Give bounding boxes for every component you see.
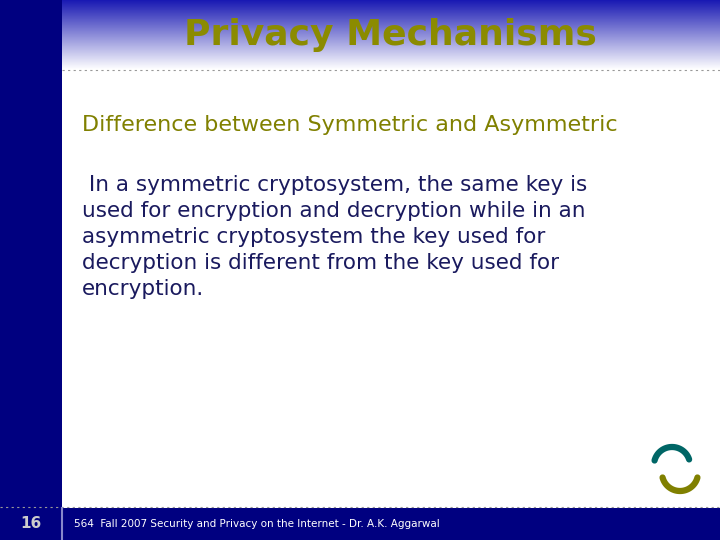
Bar — [62, 63, 720, 64]
Bar — [62, 40, 720, 41]
Bar — [62, 62, 720, 63]
Text: decryption is different from the key used for: decryption is different from the key use… — [82, 253, 559, 273]
Bar — [62, 68, 720, 69]
Bar — [62, 10, 720, 11]
Bar — [62, 56, 720, 57]
Bar — [62, 47, 720, 48]
Bar — [62, 4, 720, 5]
Bar — [62, 16, 720, 17]
Bar — [62, 18, 720, 19]
Bar — [62, 39, 720, 40]
Text: used for encryption and decryption while in an: used for encryption and decryption while… — [82, 201, 585, 221]
Bar — [0, 0, 62, 70]
Bar — [62, 6, 720, 7]
Bar — [62, 66, 720, 67]
Bar — [62, 51, 720, 52]
Bar — [62, 61, 720, 62]
Bar — [62, 5, 720, 6]
Bar — [62, 33, 720, 34]
Bar — [62, 59, 720, 60]
Bar — [62, 42, 720, 43]
Bar — [62, 7, 720, 8]
Bar — [62, 17, 720, 18]
Bar — [62, 35, 720, 36]
Bar — [62, 57, 720, 58]
Bar — [62, 15, 720, 16]
Text: asymmetric cryptosystem the key used for: asymmetric cryptosystem the key used for — [82, 227, 545, 247]
Bar — [62, 50, 720, 51]
Text: Privacy Mechanisms: Privacy Mechanisms — [184, 18, 596, 52]
Bar — [62, 19, 720, 20]
Bar — [62, 29, 720, 30]
Bar — [62, 67, 720, 68]
Text: 564  Fall 2007 Security and Privacy on the Internet - Dr. A.K. Aggarwal: 564 Fall 2007 Security and Privacy on th… — [74, 519, 440, 529]
Bar — [62, 58, 720, 59]
Bar — [62, 64, 720, 65]
Bar — [62, 31, 720, 32]
Bar — [62, 38, 720, 39]
Bar — [62, 46, 720, 47]
Bar — [62, 41, 720, 42]
Bar — [62, 36, 720, 37]
Bar — [62, 24, 720, 25]
Bar — [0, 508, 720, 540]
Bar — [62, 30, 720, 31]
Bar — [62, 8, 720, 9]
Bar — [62, 49, 720, 50]
Bar — [62, 21, 720, 22]
Bar — [62, 60, 720, 61]
Bar — [62, 26, 720, 27]
Bar — [62, 69, 720, 70]
Text: 16: 16 — [20, 516, 42, 531]
Bar — [62, 43, 720, 44]
Text: Difference between Symmetric and Asymmetric: Difference between Symmetric and Asymmet… — [82, 115, 618, 135]
Bar — [0, 0, 62, 540]
Bar — [62, 32, 720, 33]
Bar — [62, 0, 720, 1]
Bar — [62, 9, 720, 10]
Bar — [62, 52, 720, 53]
Bar — [62, 25, 720, 26]
Bar — [62, 23, 720, 24]
Bar — [62, 55, 720, 56]
Bar — [62, 27, 720, 28]
Text: encryption.: encryption. — [82, 279, 204, 299]
Bar — [62, 13, 720, 14]
Bar — [62, 1, 720, 2]
Bar — [62, 53, 720, 54]
Bar — [62, 65, 720, 66]
Bar — [62, 34, 720, 35]
Bar — [62, 54, 720, 55]
Bar — [62, 12, 720, 13]
Bar — [62, 20, 720, 21]
Bar — [62, 37, 720, 38]
Text: In a symmetric cryptosystem, the same key is: In a symmetric cryptosystem, the same ke… — [82, 175, 588, 195]
Bar — [62, 45, 720, 46]
Bar — [62, 2, 720, 3]
Bar — [62, 14, 720, 15]
Bar — [62, 22, 720, 23]
Bar — [62, 11, 720, 12]
Bar — [62, 28, 720, 29]
Bar — [62, 48, 720, 49]
Bar — [62, 3, 720, 4]
Bar — [62, 44, 720, 45]
